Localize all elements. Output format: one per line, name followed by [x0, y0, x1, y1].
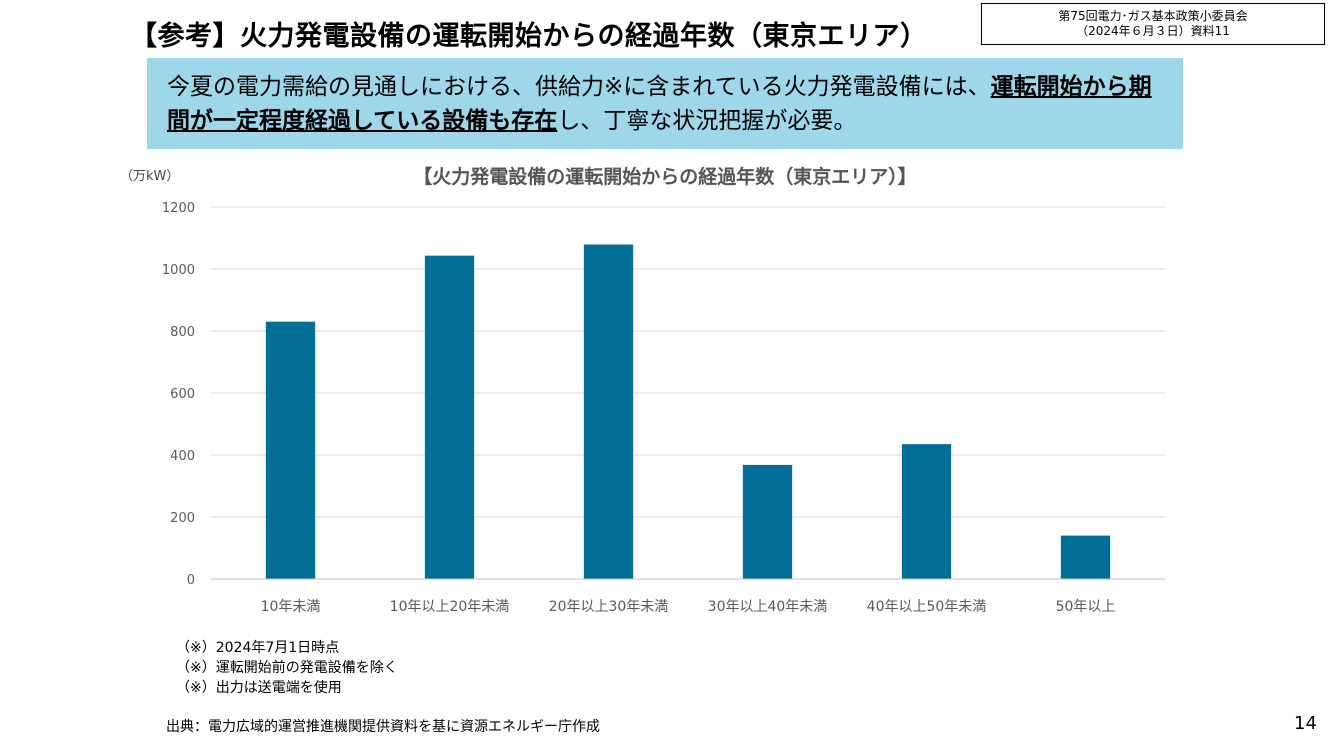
- bar: [742, 464, 793, 579]
- bar: [1060, 535, 1111, 579]
- meeting-info-box: 第75回電力･ガス基本政策小委員会 （2024年６月３日）資料11: [981, 3, 1325, 45]
- summary-box: 今夏の電力需給の見通しにおける、供給力※に含まれている火力発電設備には、運転開始…: [147, 58, 1183, 149]
- x-tick-label: 10年以上20年未満: [390, 599, 510, 615]
- y-tick-label: 0: [187, 573, 195, 588]
- bar: [424, 255, 475, 580]
- summary-emphasis: 運転開始から期間が一定程度経過している設備も存在: [167, 74, 1152, 134]
- note-item: （※）運転開始前の発電設備を除く: [176, 660, 398, 676]
- x-tick-label: 50年以上: [1056, 599, 1116, 615]
- y-tick-label: 1000: [162, 263, 195, 278]
- y-tick-label: 1200: [162, 201, 195, 216]
- y-tick-label: 800: [170, 325, 195, 340]
- y-tick-label: 200: [170, 511, 195, 526]
- meeting-date: （2024年６月３日）資料11: [1076, 24, 1230, 38]
- y-tick-label: 600: [170, 387, 195, 402]
- meeting-name: 第75回電力･ガス基本政策小委員会: [1058, 9, 1248, 23]
- x-tick-label: 10年未満: [261, 599, 321, 615]
- page-number: 14: [1294, 713, 1317, 734]
- summary-text-end: し、丁寧な状況把握が必要。: [557, 108, 857, 134]
- x-tick-label: 30年以上40年未満: [708, 599, 828, 615]
- note-item: （※）出力は送電端を使用: [176, 680, 342, 696]
- source-note: 出典：電力広域的運営推進機関提供資料を基に資源エネルギー庁作成: [166, 719, 600, 735]
- x-tick-label: 40年以上50年未満: [867, 599, 987, 615]
- page-title: 【参考】火力発電設備の運転開始からの経過年数（東京エリア）: [130, 21, 928, 52]
- chart-title: 【火力発電設備の運転開始からの経過年数（東京エリア）】: [413, 165, 917, 188]
- note-item: （※）2024年7月1日時点: [176, 640, 340, 656]
- y-tick-label: 400: [170, 449, 195, 464]
- bar: [265, 321, 316, 579]
- bar: [583, 244, 634, 579]
- summary-text: 今夏の電力需給の見通しにおける、供給力※に含まれている火力発電設備には、: [167, 74, 991, 100]
- y-axis-unit: （万kW）: [120, 169, 179, 184]
- notes: （※）2024年7月1日時点 （※）運転開始前の発電設備を除く （※）出力は送電…: [176, 638, 398, 698]
- x-tick-label: 20年以上30年未満: [549, 599, 669, 615]
- bar: [901, 444, 952, 579]
